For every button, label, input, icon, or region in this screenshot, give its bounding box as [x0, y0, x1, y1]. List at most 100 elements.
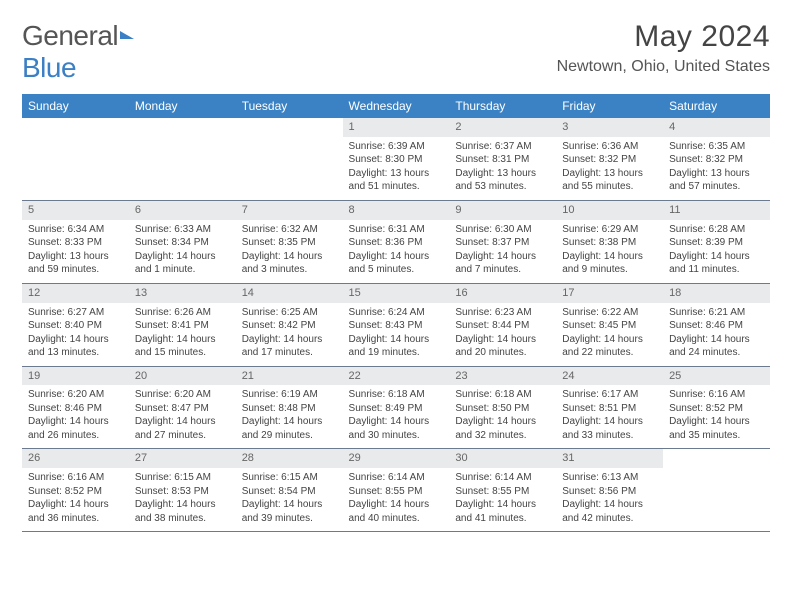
day-details: Sunrise: 6:32 AMSunset: 8:35 PMDaylight:…: [236, 220, 343, 283]
day-number: 3: [556, 118, 663, 137]
daylight-line2: and 30 minutes.: [349, 429, 444, 443]
calendar-empty-cell: [22, 118, 129, 200]
daylight-line2: and 55 minutes.: [562, 180, 657, 194]
sunset-text: Sunset: 8:32 PM: [562, 153, 657, 167]
header: General Blue May 2024 Newtown, Ohio, Uni…: [22, 20, 770, 84]
sunset-text: Sunset: 8:31 PM: [455, 153, 550, 167]
calendar-body: 1Sunrise: 6:39 AMSunset: 8:30 PMDaylight…: [22, 118, 770, 532]
day-number: 11: [663, 201, 770, 220]
daylight-line2: and 3 minutes.: [242, 263, 337, 277]
calendar-week-row: 5Sunrise: 6:34 AMSunset: 8:33 PMDaylight…: [22, 200, 770, 283]
day-number: 8: [343, 201, 450, 220]
day-details: Sunrise: 6:24 AMSunset: 8:43 PMDaylight:…: [343, 303, 450, 366]
sunrise-text: Sunrise: 6:15 AM: [242, 471, 337, 485]
calendar-day-cell: 8Sunrise: 6:31 AMSunset: 8:36 PMDaylight…: [343, 200, 450, 283]
calendar-day-cell: 5Sunrise: 6:34 AMSunset: 8:33 PMDaylight…: [22, 200, 129, 283]
daylight-line2: and 27 minutes.: [135, 429, 230, 443]
calendar-day-cell: 31Sunrise: 6:13 AMSunset: 8:56 PMDayligh…: [556, 449, 663, 532]
day-number: 17: [556, 284, 663, 303]
daylight-line1: Daylight: 14 hours: [562, 250, 657, 264]
day-number: 18: [663, 284, 770, 303]
sunset-text: Sunset: 8:44 PM: [455, 319, 550, 333]
daylight-line1: Daylight: 14 hours: [28, 415, 123, 429]
daylight-line1: Daylight: 14 hours: [455, 415, 550, 429]
daylight-line2: and 57 minutes.: [669, 180, 764, 194]
daylight-line2: and 5 minutes.: [349, 263, 444, 277]
daylight-line2: and 17 minutes.: [242, 346, 337, 360]
sunset-text: Sunset: 8:49 PM: [349, 402, 444, 416]
weekday-header: Wednesday: [343, 94, 450, 118]
sunrise-text: Sunrise: 6:39 AM: [349, 140, 444, 154]
calendar-day-cell: 12Sunrise: 6:27 AMSunset: 8:40 PMDayligh…: [22, 283, 129, 366]
calendar-day-cell: 19Sunrise: 6:20 AMSunset: 8:46 PMDayligh…: [22, 366, 129, 449]
day-details: Sunrise: 6:23 AMSunset: 8:44 PMDaylight:…: [449, 303, 556, 366]
sunrise-text: Sunrise: 6:13 AM: [562, 471, 657, 485]
day-number: 1: [343, 118, 450, 137]
day-details: Sunrise: 6:33 AMSunset: 8:34 PMDaylight:…: [129, 220, 236, 283]
daylight-line2: and 39 minutes.: [242, 512, 337, 526]
day-details: Sunrise: 6:22 AMSunset: 8:45 PMDaylight:…: [556, 303, 663, 366]
sunrise-text: Sunrise: 6:17 AM: [562, 388, 657, 402]
day-details: Sunrise: 6:35 AMSunset: 8:32 PMDaylight:…: [663, 137, 770, 200]
daylight-line1: Daylight: 14 hours: [455, 498, 550, 512]
day-number: 23: [449, 367, 556, 386]
calendar-day-cell: 1Sunrise: 6:39 AMSunset: 8:30 PMDaylight…: [343, 118, 450, 200]
daylight-line2: and 59 minutes.: [28, 263, 123, 277]
daylight-line2: and 36 minutes.: [28, 512, 123, 526]
daylight-line2: and 38 minutes.: [135, 512, 230, 526]
sunset-text: Sunset: 8:36 PM: [349, 236, 444, 250]
calendar-day-cell: 29Sunrise: 6:14 AMSunset: 8:55 PMDayligh…: [343, 449, 450, 532]
day-number: 31: [556, 449, 663, 468]
day-number: 12: [22, 284, 129, 303]
sunset-text: Sunset: 8:37 PM: [455, 236, 550, 250]
daylight-line1: Daylight: 14 hours: [135, 333, 230, 347]
sunrise-text: Sunrise: 6:24 AM: [349, 306, 444, 320]
daylight-line2: and 33 minutes.: [562, 429, 657, 443]
day-number: 4: [663, 118, 770, 137]
sunrise-text: Sunrise: 6:30 AM: [455, 223, 550, 237]
day-number: 7: [236, 201, 343, 220]
day-number: 29: [343, 449, 450, 468]
day-number: 10: [556, 201, 663, 220]
sunrise-text: Sunrise: 6:14 AM: [349, 471, 444, 485]
calendar-day-cell: 4Sunrise: 6:35 AMSunset: 8:32 PMDaylight…: [663, 118, 770, 200]
day-number: 16: [449, 284, 556, 303]
daylight-line2: and 11 minutes.: [669, 263, 764, 277]
sunset-text: Sunset: 8:55 PM: [455, 485, 550, 499]
calendar-day-cell: 6Sunrise: 6:33 AMSunset: 8:34 PMDaylight…: [129, 200, 236, 283]
daylight-line2: and 26 minutes.: [28, 429, 123, 443]
weekday-header: Friday: [556, 94, 663, 118]
day-number: 14: [236, 284, 343, 303]
daylight-line1: Daylight: 14 hours: [28, 498, 123, 512]
brand-part1: General: [22, 20, 118, 51]
daylight-line1: Daylight: 14 hours: [135, 415, 230, 429]
sunrise-text: Sunrise: 6:20 AM: [28, 388, 123, 402]
daylight-line1: Daylight: 13 hours: [349, 167, 444, 181]
day-number: 2: [449, 118, 556, 137]
day-number: 21: [236, 367, 343, 386]
daylight-line1: Daylight: 14 hours: [455, 333, 550, 347]
sunset-text: Sunset: 8:53 PM: [135, 485, 230, 499]
daylight-line2: and 20 minutes.: [455, 346, 550, 360]
calendar-day-cell: 2Sunrise: 6:37 AMSunset: 8:31 PMDaylight…: [449, 118, 556, 200]
day-details: Sunrise: 6:14 AMSunset: 8:55 PMDaylight:…: [343, 468, 450, 531]
daylight-line1: Daylight: 14 hours: [242, 250, 337, 264]
daylight-line1: Daylight: 14 hours: [455, 250, 550, 264]
daylight-line2: and 19 minutes.: [349, 346, 444, 360]
day-details: Sunrise: 6:29 AMSunset: 8:38 PMDaylight:…: [556, 220, 663, 283]
daylight-line1: Daylight: 14 hours: [242, 498, 337, 512]
brand-part2: Blue: [22, 52, 76, 83]
sunrise-text: Sunrise: 6:28 AM: [669, 223, 764, 237]
sunset-text: Sunset: 8:48 PM: [242, 402, 337, 416]
sunset-text: Sunset: 8:40 PM: [28, 319, 123, 333]
calendar-empty-cell: [129, 118, 236, 200]
calendar-day-cell: 20Sunrise: 6:20 AMSunset: 8:47 PMDayligh…: [129, 366, 236, 449]
daylight-line1: Daylight: 14 hours: [349, 333, 444, 347]
daylight-line1: Daylight: 14 hours: [242, 333, 337, 347]
calendar-day-cell: 25Sunrise: 6:16 AMSunset: 8:52 PMDayligh…: [663, 366, 770, 449]
day-details: Sunrise: 6:30 AMSunset: 8:37 PMDaylight:…: [449, 220, 556, 283]
weekday-header: Thursday: [449, 94, 556, 118]
day-details: Sunrise: 6:17 AMSunset: 8:51 PMDaylight:…: [556, 385, 663, 448]
sunrise-text: Sunrise: 6:26 AM: [135, 306, 230, 320]
sunset-text: Sunset: 8:56 PM: [562, 485, 657, 499]
